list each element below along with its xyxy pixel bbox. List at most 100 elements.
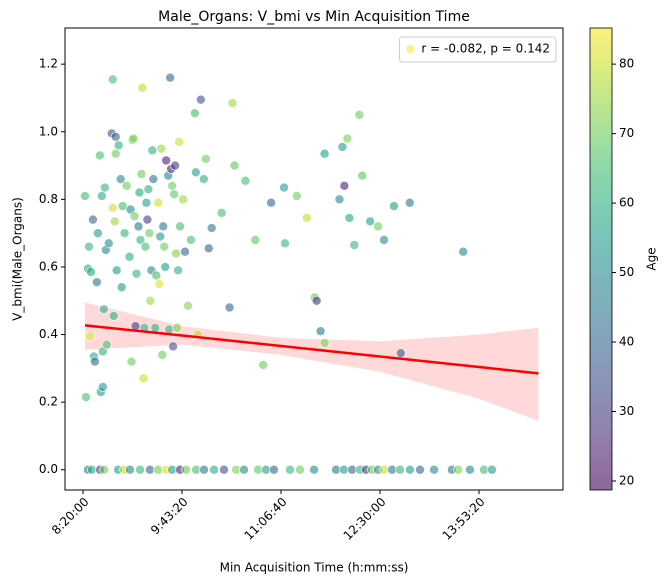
data-point	[121, 181, 132, 191]
data-point	[199, 464, 209, 475]
data-point	[171, 248, 181, 259]
data-point	[295, 464, 305, 475]
data-point	[170, 160, 180, 171]
data-point	[415, 464, 425, 475]
data-point	[128, 133, 139, 144]
chart-title: Male_Organs: V_bmi vs Min Acquisition Ti…	[158, 9, 470, 25]
data-point	[141, 197, 152, 208]
data-point	[339, 181, 350, 191]
data-point	[144, 228, 155, 238]
x-tick-label: 9:43:20	[148, 495, 191, 538]
data-point	[266, 197, 276, 208]
data-point	[190, 108, 200, 118]
data-point	[405, 464, 415, 475]
data-point	[209, 464, 219, 475]
data-point	[156, 143, 167, 154]
data-point	[173, 265, 183, 276]
data-point	[150, 322, 161, 333]
data-point	[199, 174, 209, 184]
data-point	[186, 235, 196, 245]
data-point	[200, 153, 211, 164]
data-point	[125, 464, 135, 475]
colorbar-tick-label: 60	[619, 196, 634, 210]
data-point	[339, 464, 349, 475]
data-point	[379, 464, 389, 475]
confidence-band	[84, 302, 539, 421]
data-point	[216, 208, 227, 218]
y-axis-label: V_bmi(Male_Organs)	[11, 197, 25, 321]
colorbar-label: Age	[645, 247, 659, 270]
y-tick-label: 0.2	[39, 395, 58, 409]
data-point	[151, 270, 162, 281]
data-point	[206, 223, 217, 233]
data-point	[229, 160, 240, 171]
data-point	[269, 464, 279, 475]
legend-label: r = -0.082, p = 0.142	[421, 42, 550, 56]
data-point	[117, 201, 128, 211]
data-point	[134, 187, 145, 198]
data-point	[165, 72, 175, 83]
data-point	[142, 214, 153, 225]
data-point	[135, 464, 145, 475]
data-point	[160, 262, 170, 272]
legend: r = -0.082, p = 0.142	[398, 36, 557, 63]
data-point	[110, 132, 121, 142]
data-point	[458, 246, 469, 257]
data-point	[145, 464, 155, 475]
data-point	[92, 277, 102, 287]
data-point	[147, 145, 158, 156]
data-point	[429, 464, 439, 475]
legend-marker	[405, 44, 416, 54]
data-point	[111, 265, 122, 276]
y-tick-label: 1.0	[39, 124, 58, 138]
data-point	[258, 360, 269, 370]
data-point	[196, 94, 206, 105]
data-point	[109, 216, 120, 227]
data-point	[169, 189, 179, 200]
data-point	[131, 268, 142, 279]
data-point	[90, 356, 100, 367]
data-point	[129, 211, 140, 222]
data-point	[137, 83, 148, 93]
data-point	[101, 339, 112, 350]
data-point	[396, 348, 406, 358]
y-tick-label: 0.6	[39, 259, 58, 273]
data-point	[365, 216, 375, 227]
data-point	[135, 235, 146, 245]
data-point	[143, 184, 154, 195]
data-point	[161, 155, 171, 166]
data-point	[465, 464, 475, 475]
data-point	[168, 341, 178, 352]
data-point	[138, 373, 149, 384]
data-point	[153, 197, 164, 208]
x-tick-label: 11:06:40	[242, 495, 290, 543]
data-point	[113, 140, 124, 151]
data-point	[107, 74, 118, 85]
colorbar-tick-label: 50	[619, 265, 634, 279]
data-point	[85, 331, 95, 342]
data-point	[119, 228, 130, 238]
y-tick-label: 0.8	[39, 192, 58, 206]
data-point	[319, 338, 330, 348]
y-tick-label: 0.4	[39, 327, 58, 341]
plot-frame	[64, 27, 564, 491]
data-point	[178, 194, 188, 205]
y-tick-label: 1.2	[39, 57, 58, 71]
data-point	[99, 464, 109, 475]
data-point	[224, 302, 235, 313]
data-point	[116, 282, 127, 293]
data-point	[175, 221, 185, 232]
data-point	[115, 174, 126, 184]
data-point	[250, 235, 261, 245]
data-point	[87, 464, 97, 475]
data-point	[379, 235, 389, 245]
x-tick-label: 8:20:00	[49, 495, 92, 538]
data-point	[81, 392, 91, 402]
data-point	[337, 142, 348, 152]
data-point	[292, 191, 302, 201]
x-tick-label: 12:30:00	[341, 495, 389, 543]
x-axis-label: Min Acquisition Time (h:mm:ss)	[220, 561, 409, 575]
data-point	[311, 295, 322, 306]
data-point	[154, 279, 165, 289]
data-point	[126, 356, 137, 367]
